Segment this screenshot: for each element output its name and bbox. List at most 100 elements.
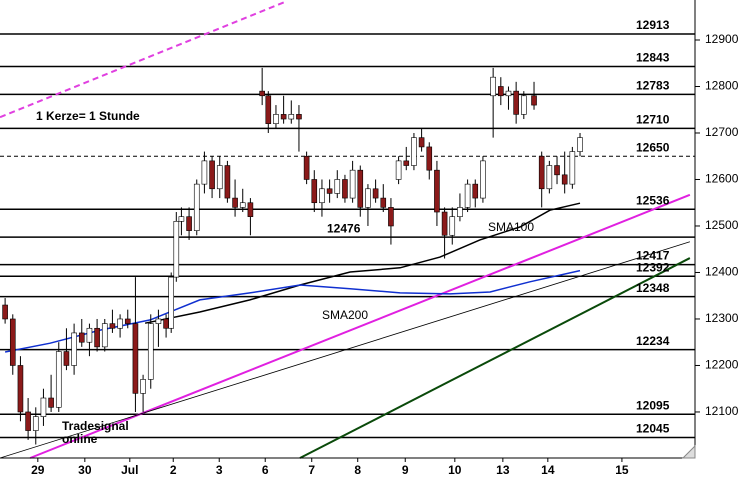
candle-body xyxy=(48,397,54,408)
y-tick-label: 12800 xyxy=(705,79,739,93)
candle-body xyxy=(168,276,174,329)
x-tick-label: 3 xyxy=(216,463,223,477)
plot-area xyxy=(0,0,695,459)
y-tick-label: 12900 xyxy=(705,32,739,46)
candle-body xyxy=(319,188,325,204)
level-label: 12650 xyxy=(636,140,670,154)
candle-body xyxy=(224,165,231,199)
candle-body xyxy=(513,90,519,115)
level-label: 12392 xyxy=(636,260,670,274)
candle-body xyxy=(546,165,553,190)
x-tick-label: 15 xyxy=(615,463,629,477)
candle-body xyxy=(94,327,100,348)
sma-line xyxy=(144,202,581,324)
candle-body xyxy=(9,318,16,366)
candle-body xyxy=(25,411,31,431)
candle-body xyxy=(109,323,116,329)
candle-body xyxy=(372,188,379,199)
candle-body xyxy=(569,151,576,185)
candle-body xyxy=(155,318,162,324)
level-label: 12234 xyxy=(636,334,670,348)
candle-body xyxy=(209,160,215,190)
y-tick-label: 12100 xyxy=(705,404,739,418)
corner xyxy=(681,444,696,459)
annotation: 1 Kerze= 1 Stunde xyxy=(36,109,140,123)
candle-body xyxy=(457,207,463,217)
annotation: SMA200 xyxy=(322,308,368,322)
candle-body xyxy=(561,174,568,185)
y-tick-label: 12300 xyxy=(705,311,739,325)
x-tick-label: 8 xyxy=(354,463,361,477)
candle-body xyxy=(388,207,394,227)
candle-body xyxy=(259,90,265,97)
annotation: online xyxy=(62,432,98,446)
trend-line xyxy=(299,257,691,459)
candle-body xyxy=(342,179,348,199)
y-tick-label: 12400 xyxy=(705,265,739,279)
candle-body xyxy=(434,169,440,213)
x-tick-label: Jul xyxy=(121,463,138,477)
candle-body xyxy=(216,165,223,190)
x-tick-label: 6 xyxy=(262,463,269,477)
candle-body xyxy=(178,216,185,222)
candle-body xyxy=(334,179,341,194)
candle-body xyxy=(86,327,93,343)
candle-body xyxy=(40,397,47,417)
annotation: Tradesignal xyxy=(62,419,129,433)
candle-body xyxy=(505,90,512,97)
candle-body xyxy=(365,188,371,208)
level-label: 12913 xyxy=(636,18,670,32)
candle-body xyxy=(426,146,433,171)
candle-body xyxy=(273,114,279,124)
level-label: 12045 xyxy=(636,422,670,436)
candle-body xyxy=(490,76,496,97)
candle-body xyxy=(521,95,527,115)
candle-body xyxy=(531,95,537,106)
candle-body xyxy=(265,95,272,124)
level-label: 12843 xyxy=(636,51,670,65)
candle-body xyxy=(147,323,154,380)
x-tick-label: 29 xyxy=(31,463,45,477)
candle-body xyxy=(124,318,131,324)
candle-body xyxy=(395,160,402,180)
level-label: 12348 xyxy=(636,281,670,295)
candle-body xyxy=(411,137,417,166)
candle-body xyxy=(186,216,192,231)
trend-line xyxy=(0,241,691,459)
candle-body xyxy=(480,160,486,199)
x-tick-label: 14 xyxy=(541,463,555,477)
candle-body xyxy=(296,114,302,120)
candle-body xyxy=(418,137,425,148)
trend-line xyxy=(0,0,286,119)
candle-body xyxy=(247,202,254,217)
sma-line xyxy=(4,269,581,353)
candle-body xyxy=(349,169,356,199)
level-label: 12710 xyxy=(636,113,670,127)
candle-body xyxy=(140,379,146,394)
candle-body xyxy=(78,332,85,343)
x-tick-label: 7 xyxy=(308,463,315,477)
candle-body xyxy=(303,155,310,180)
candle-body xyxy=(55,351,62,408)
candle-body xyxy=(173,221,180,278)
candle-body xyxy=(538,155,545,190)
candle-body xyxy=(311,179,318,204)
candle-body xyxy=(441,211,448,236)
candle-body xyxy=(380,197,387,208)
candle-body xyxy=(101,323,108,348)
y-tick-label: 12500 xyxy=(705,218,739,232)
candle-body xyxy=(280,114,287,120)
candle-body xyxy=(326,188,333,194)
candle-body xyxy=(71,332,77,366)
candle-body xyxy=(232,197,238,208)
x-tick-label: 10 xyxy=(448,463,462,477)
candle-body xyxy=(117,318,123,329)
x-tick-label: 9 xyxy=(402,463,409,477)
candle-body xyxy=(2,304,8,320)
level-label: 12783 xyxy=(636,79,670,93)
x-tick-label: 30 xyxy=(78,463,92,477)
y-tick-label: 12700 xyxy=(705,125,739,139)
